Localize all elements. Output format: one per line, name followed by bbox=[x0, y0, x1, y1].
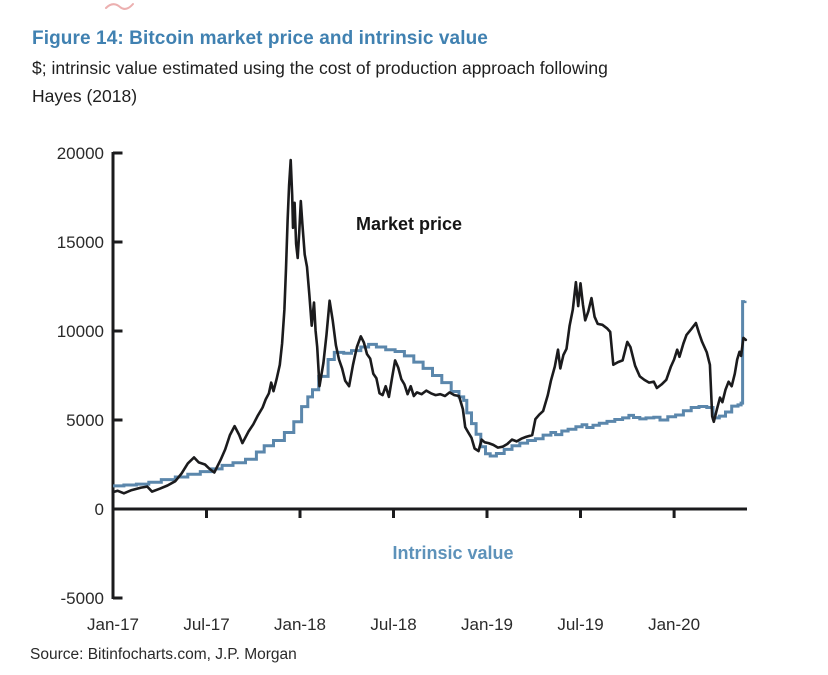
market-price-label: Market price bbox=[356, 214, 462, 234]
figure-title: Figure 14: Bitcoin market price and intr… bbox=[32, 28, 488, 49]
y-axis-ticks bbox=[113, 151, 123, 600]
red-scribble-artifact bbox=[105, 3, 134, 10]
x-tick-label: Jan-17 bbox=[87, 615, 139, 634]
y-tick-label: 0 bbox=[95, 500, 104, 519]
y-tick-label: -5000 bbox=[61, 589, 104, 608]
source-note: Source: Bitinfocharts.com, J.P. Morgan bbox=[30, 646, 297, 663]
y-tick-label: 10000 bbox=[57, 322, 104, 341]
market-price-line bbox=[111, 158, 748, 495]
x-tick-label: Jul-19 bbox=[557, 615, 603, 634]
x-tick-label: Jan-19 bbox=[461, 615, 513, 634]
x-tick-label: Jul-18 bbox=[370, 615, 416, 634]
x-axis-tick-labels: Jan-17 Jul-17 Jan-18 Jul-18 Jan-19 Jul-19 Jan-… bbox=[87, 615, 700, 634]
intrinsic-value-label: Intrinsic value bbox=[392, 543, 513, 563]
x-axis-ticks bbox=[205, 509, 676, 518]
y-tick-label: 20000 bbox=[57, 144, 104, 163]
figure-subtitle-line2: Hayes (2018) bbox=[32, 86, 138, 106]
y-tick-label: 5000 bbox=[66, 411, 104, 430]
figure-subtitle-line1: $; intrinsic value estimated using the c… bbox=[32, 58, 608, 78]
y-tick-label: 15000 bbox=[57, 233, 104, 252]
y-axis-tick-labels: 20000 15000 10000 5000 0 -5000 bbox=[57, 144, 104, 608]
x-tick-label: Jan-18 bbox=[274, 615, 326, 634]
x-tick-label: Jul-17 bbox=[183, 615, 229, 634]
x-tick-label: Jan-20 bbox=[648, 615, 700, 634]
